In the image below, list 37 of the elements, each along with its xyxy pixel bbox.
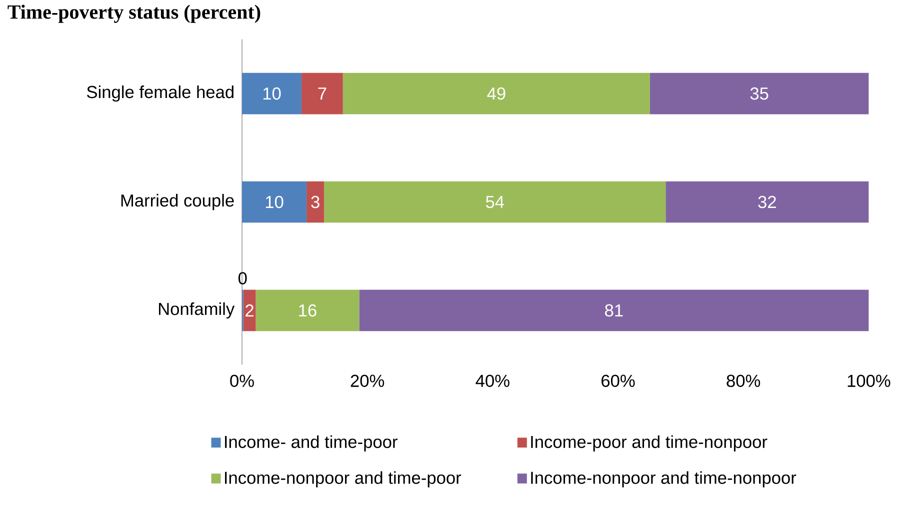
data-label: 81 [605, 304, 623, 317]
data-label: 10 [263, 88, 281, 100]
x-tick-label: 60% [602, 374, 635, 388]
legend-label: Income-nonpoor and time-poor [225, 471, 462, 488]
bar [359, 290, 869, 332]
legend-label: Income-nonpoor and time-nonpoor [531, 471, 796, 488]
data-label: 0 [238, 272, 247, 285]
x-tick-label: 20% [350, 374, 384, 388]
legend-label: Income- and time-poor [225, 435, 398, 452]
data-label: 49 [487, 88, 506, 100]
data-label: 3 [311, 196, 320, 208]
x-tick-label: 0% [230, 374, 254, 388]
data-label: 54 [486, 196, 504, 208]
data-label: 2 [246, 304, 254, 317]
x-tick-label: 40% [476, 374, 510, 388]
bar [650, 73, 869, 114]
y-tick-label: Married couple [121, 194, 234, 210]
bar [324, 181, 666, 223]
x-tick-label: 100% [848, 374, 890, 388]
chart-title: Time-poverty status (percent) [8, 4, 260, 24]
data-label: 35 [750, 88, 768, 100]
bar [306, 181, 324, 223]
x-tick-label: 80% [726, 374, 760, 388]
legend-label: Income-poor and time-nonpoor [531, 435, 768, 452]
bar [242, 181, 307, 223]
bar [243, 290, 256, 332]
data-label: 10 [266, 196, 284, 208]
bar [242, 73, 302, 114]
bar [302, 73, 343, 114]
bar [256, 290, 360, 332]
bar [666, 181, 869, 223]
y-tick-label: Single female head [87, 86, 234, 102]
data-label: 32 [758, 196, 776, 208]
data-label: 7 [318, 88, 326, 100]
bar [342, 73, 650, 114]
data-label: 16 [299, 304, 316, 317]
y-tick-label: Nonfamily [158, 302, 235, 319]
